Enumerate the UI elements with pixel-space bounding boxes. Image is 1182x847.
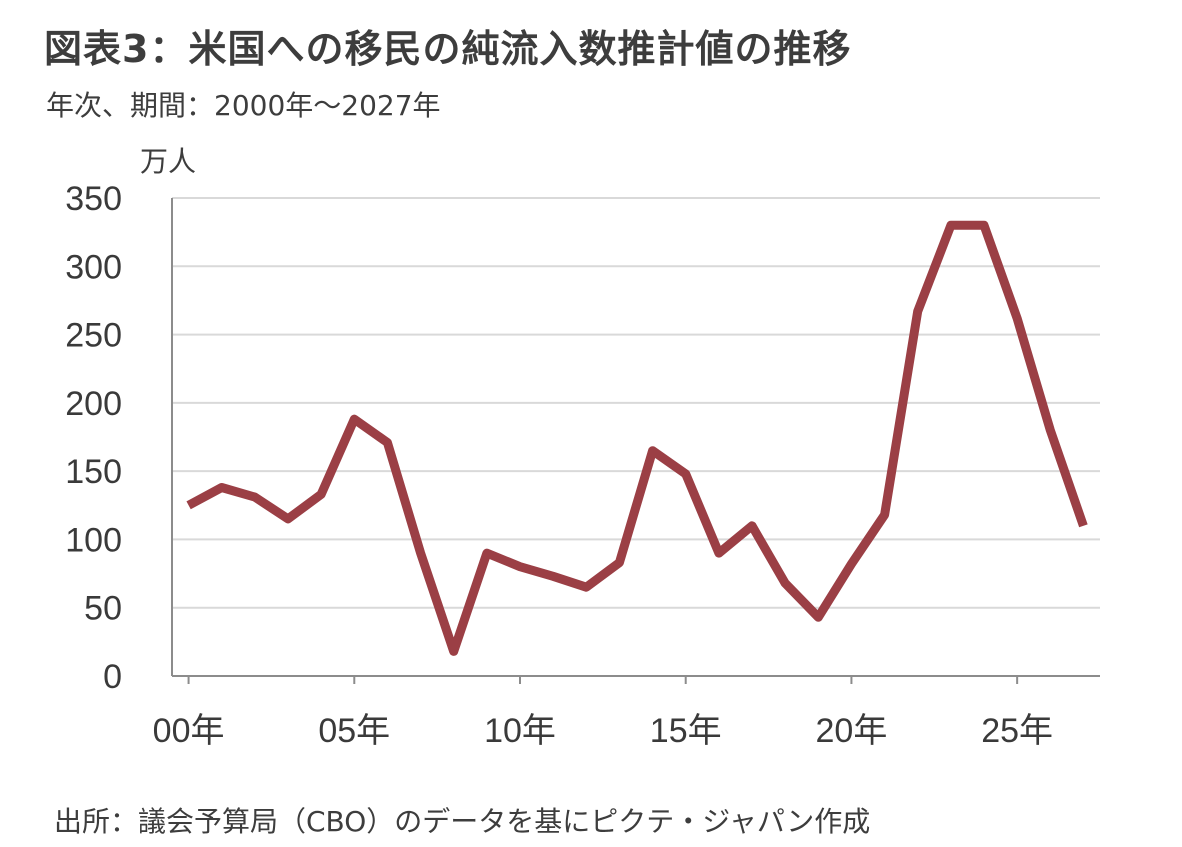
y-tick-label-100: 100 [65, 521, 122, 559]
axes [171, 198, 1100, 684]
y-tick-label-50: 50 [84, 590, 122, 628]
y-tick-label-200: 200 [65, 385, 122, 423]
y-tick-label-350: 350 [65, 180, 122, 218]
chart-title: 図表3：米国への移民の純流入数推計値の推移 [44, 27, 852, 71]
x-tick-label-2000: 00年 [153, 712, 225, 750]
x-tick-label-2025: 25年 [981, 712, 1053, 750]
y-tick-labels: 0 50 100 150 200 250 300 350 [65, 180, 122, 696]
x-tick-label-2005: 05年 [318, 712, 390, 750]
y-axis-unit-label: 万人 [140, 145, 197, 178]
gridlines [172, 197, 1100, 609]
y-tick-label-300: 300 [65, 248, 122, 286]
x-tick-label-2010: 10年 [484, 712, 556, 750]
chart-subtitle: 年次、期間：2000年～2027年 [46, 89, 441, 122]
y-tick-label-0: 0 [103, 658, 122, 696]
x-tick-labels: 00年 05年 10年 15年 20年 25年 [153, 712, 1053, 750]
source-note: 出所：議会予算局（CBO）のデータを基にピクテ・ジャパン作成 [54, 805, 871, 838]
series-layer [186, 220, 1088, 656]
x-tick-label-2020: 20年 [816, 712, 888, 750]
x-tick-label-2015: 15年 [650, 712, 722, 750]
y-tick-label-150: 150 [65, 453, 122, 491]
series-line-0 [186, 220, 1088, 656]
y-tick-label-250: 250 [65, 317, 122, 355]
